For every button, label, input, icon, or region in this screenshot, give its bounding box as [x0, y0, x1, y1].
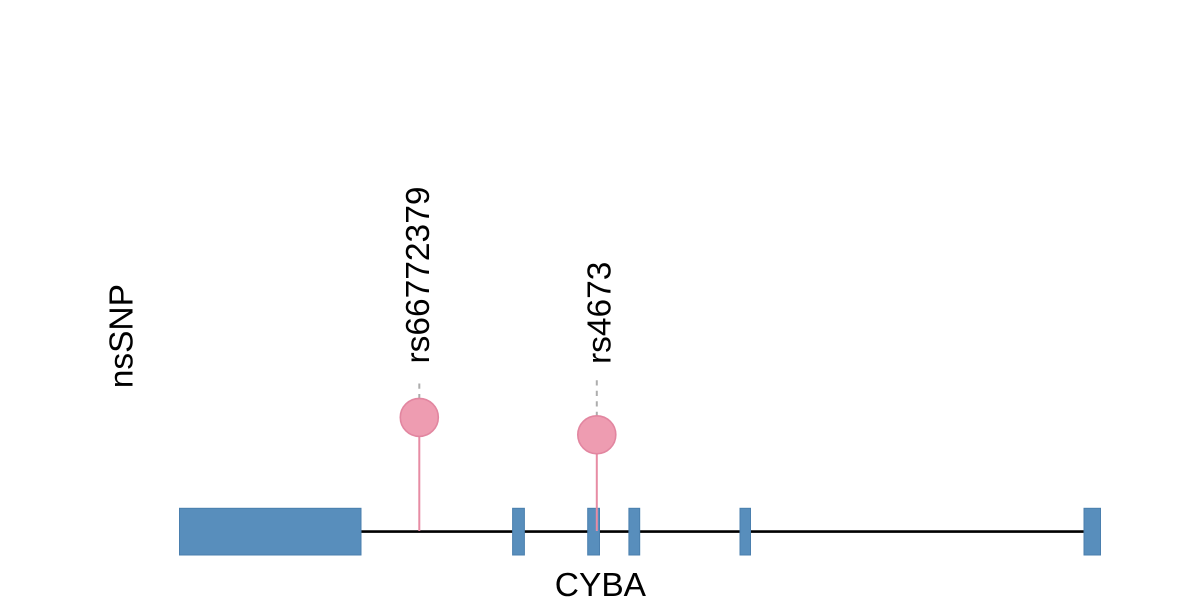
svg-text:rs4673: rs4673 [582, 262, 619, 364]
svg-text:rs66772379: rs66772379 [400, 187, 437, 364]
svg-text:CYBA: CYBA [555, 567, 647, 600]
svg-text:nsSNP: nsSNP [104, 284, 141, 388]
